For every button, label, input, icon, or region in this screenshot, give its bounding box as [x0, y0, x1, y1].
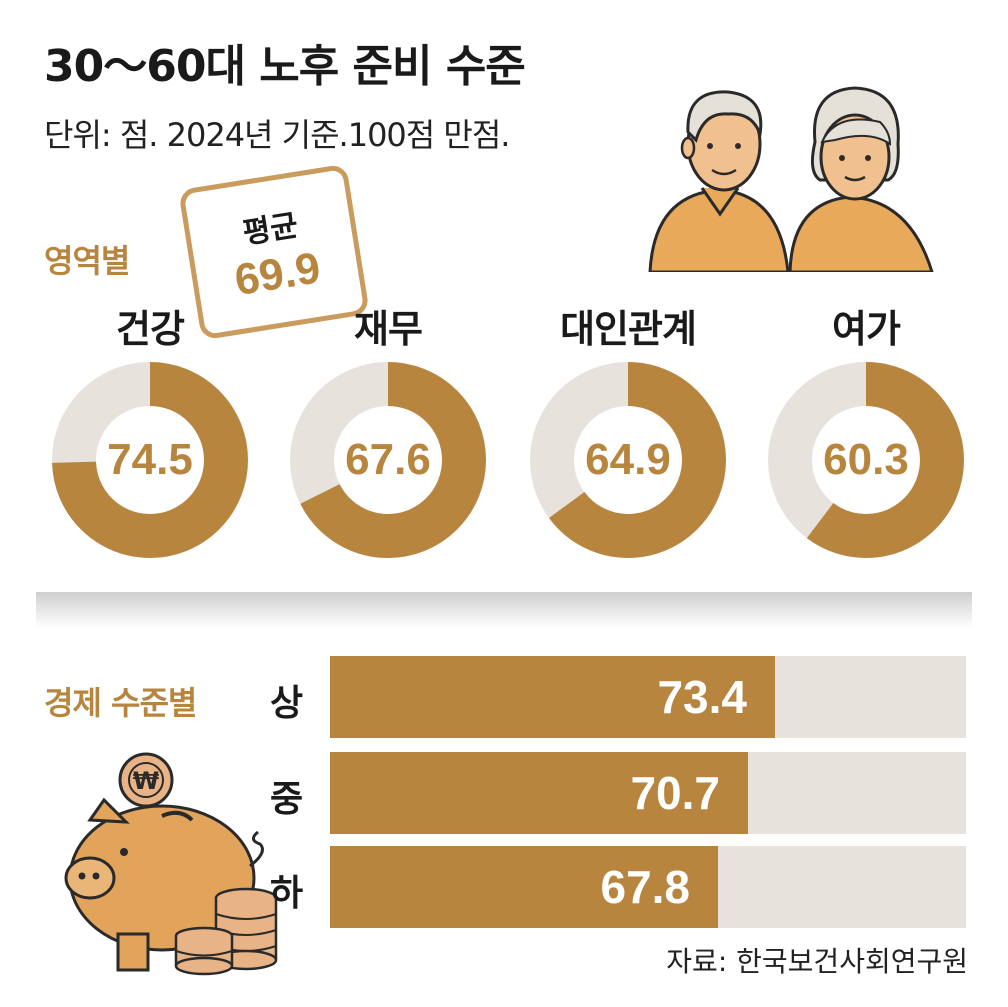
bar-value-label: 70.7: [630, 767, 720, 819]
donut-slice: [290, 362, 486, 558]
donut-chart: 67.6: [288, 360, 488, 560]
bar-value-label: 67.8: [600, 861, 690, 913]
donut-value-label: 64.9: [585, 435, 671, 484]
bar-category-label: 중: [270, 779, 304, 820]
donut-svg: [290, 362, 486, 558]
section-divider: [36, 592, 972, 628]
section-label-economic: 경제 수준별: [44, 684, 197, 722]
donut-slice: [530, 362, 726, 558]
average-label: 평균: [240, 208, 301, 252]
category-label: 건강: [116, 307, 185, 351]
bar-track: 67.8: [330, 846, 966, 928]
unit-subtitle: 단위: 점. 2024년 기준.100점 만점.: [44, 116, 510, 154]
bar-value-label: 73.4: [657, 671, 747, 723]
elderly-couple-illustration: [648, 86, 934, 272]
svg-text:₩: ₩: [133, 767, 160, 795]
page-title: 30～60대 노후 준비 수준: [44, 41, 526, 92]
section-label-domain: 영역별: [44, 242, 130, 280]
donut-chart: 60.3: [766, 360, 966, 560]
source-note: 자료: 한국보건사회연구원: [666, 945, 968, 978]
donut-value-label: 74.5: [107, 435, 193, 484]
category-label: 대인관계: [560, 307, 697, 351]
category-label: 재무: [354, 307, 423, 351]
bar: 73.4: [330, 656, 775, 738]
donut-chart: 64.9: [528, 360, 728, 560]
category-label: 여가: [832, 307, 901, 351]
donut-svg: [530, 362, 726, 558]
donut-slice: [52, 362, 248, 558]
average-value: 69.9: [231, 243, 324, 306]
donut-value-label: 67.6: [345, 435, 431, 484]
bar: 70.7: [330, 752, 748, 834]
bar-category-label: 상: [270, 683, 304, 724]
bar-track: 73.4: [330, 656, 966, 738]
bar-track: 70.7: [330, 752, 966, 834]
donut-svg: [768, 362, 964, 558]
donut-chart: 74.5: [50, 360, 250, 560]
donut-value-label: 60.3: [823, 435, 909, 484]
bar-category-label: 하: [270, 873, 304, 914]
donut-svg: [52, 362, 248, 558]
donut-slice: [768, 362, 964, 558]
piggy-bank-illustration: ₩: [64, 752, 278, 976]
bar: 67.8: [330, 846, 718, 928]
